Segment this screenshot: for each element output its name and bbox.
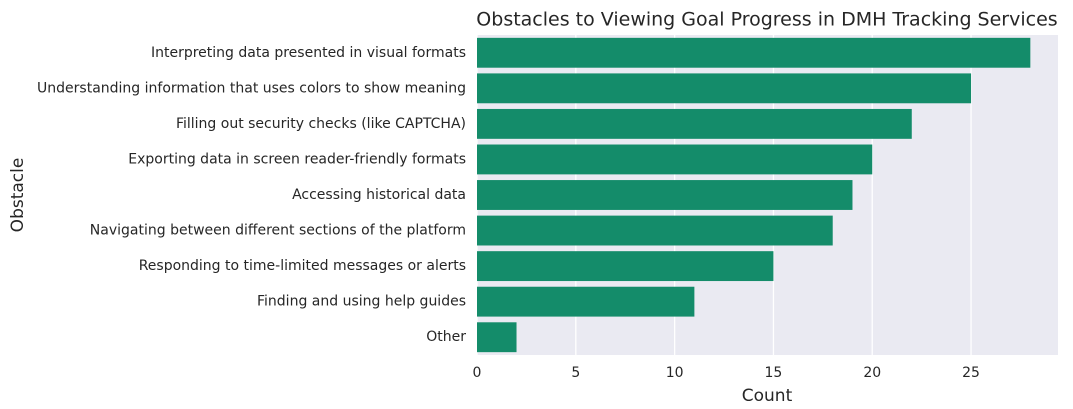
y-tick-label: Understanding information that uses colo… bbox=[37, 80, 466, 96]
x-tick-label: 5 bbox=[571, 365, 580, 381]
y-tick-label: Exporting data in screen reader-friendly… bbox=[128, 151, 466, 167]
chart-title: Obstacles to Viewing Goal Progress in DM… bbox=[476, 9, 1057, 31]
x-axis-label: Count bbox=[742, 386, 793, 406]
x-tick-label: 0 bbox=[473, 365, 482, 381]
bar bbox=[477, 251, 774, 282]
bar bbox=[477, 322, 517, 353]
y-tick-label: Filling out security checks (like CAPTCH… bbox=[176, 116, 466, 132]
bar bbox=[477, 73, 972, 104]
y-tick-label: Accessing historical data bbox=[292, 187, 466, 203]
bar bbox=[477, 144, 873, 175]
y-tick-label: Responding to time-limited messages or a… bbox=[139, 258, 466, 274]
x-tick-label: 20 bbox=[863, 365, 881, 381]
y-tick-label: Finding and using help guides bbox=[257, 294, 466, 310]
x-tick-label: 25 bbox=[962, 365, 980, 381]
bar bbox=[477, 180, 853, 210]
bar bbox=[477, 215, 833, 246]
bar bbox=[477, 108, 912, 139]
y-tick-label: Interpreting data presented in visual fo… bbox=[151, 45, 466, 61]
y-axis-label: Obstacle bbox=[8, 158, 28, 233]
x-tick-label: 10 bbox=[666, 365, 684, 381]
bar bbox=[477, 286, 695, 317]
x-tick-label: 15 bbox=[765, 365, 783, 381]
bar bbox=[477, 37, 1031, 68]
y-tick-label: Navigating between different sections of… bbox=[90, 223, 466, 239]
y-tick-label: Other bbox=[426, 329, 466, 345]
